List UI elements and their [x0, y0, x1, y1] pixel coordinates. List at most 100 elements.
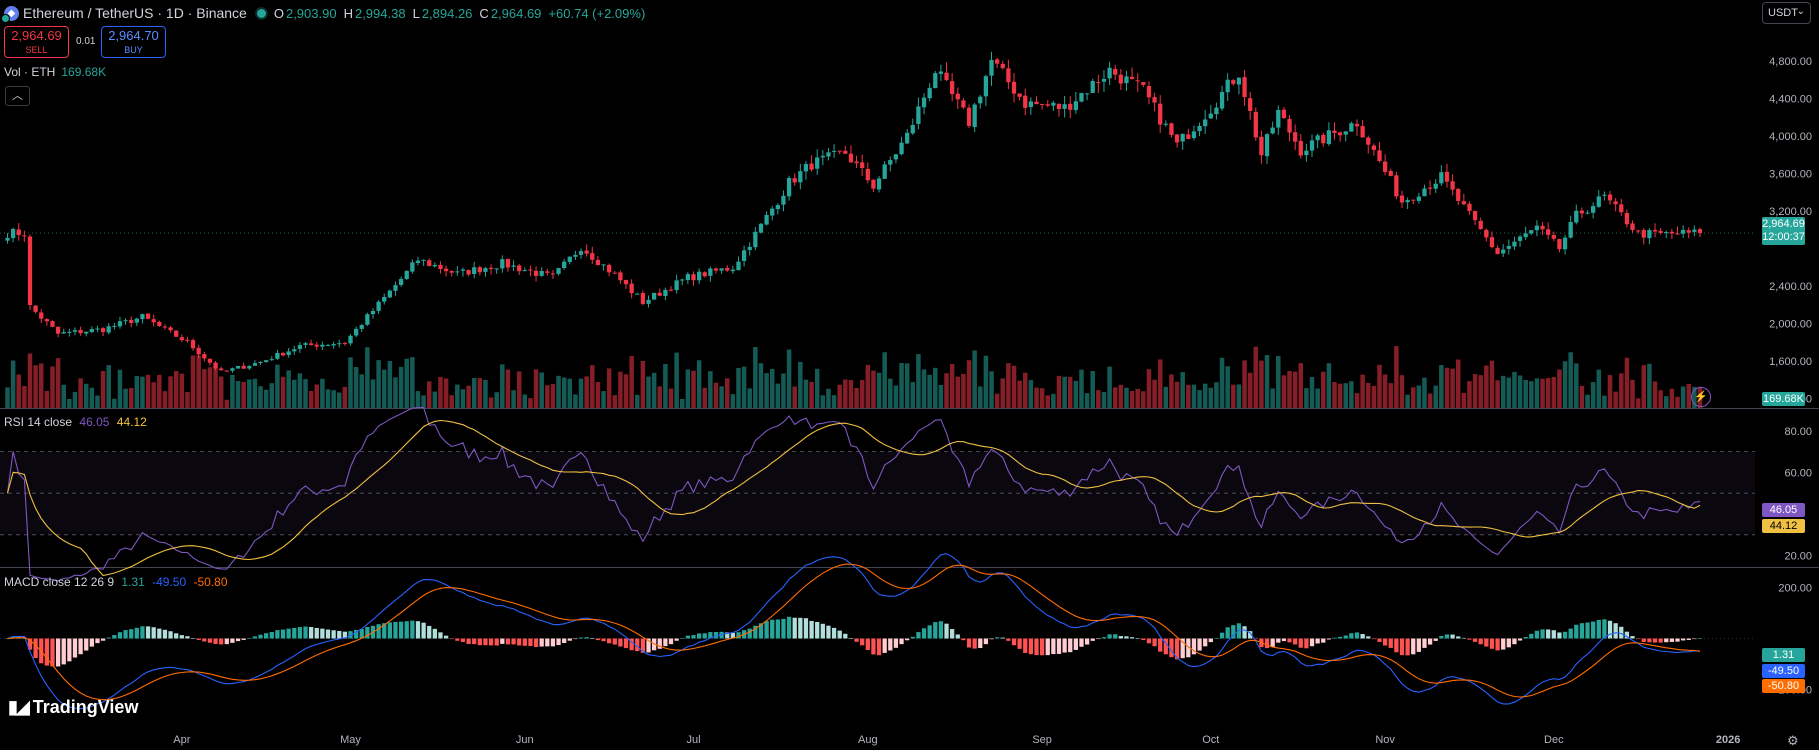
sell-button[interactable]: 2,964.69 SELL	[4, 26, 69, 58]
candle-body	[781, 195, 786, 205]
macd-histogram-bar	[449, 638, 454, 640]
collapse-legend-button[interactable]: ︿	[5, 86, 30, 106]
volume-bar	[95, 395, 100, 408]
volume-bar	[1276, 355, 1281, 408]
volume-bar	[353, 367, 359, 408]
volume-bar	[814, 368, 820, 408]
volume-bar	[297, 373, 303, 408]
volume-bar	[1602, 395, 1607, 408]
candle-body	[854, 161, 859, 164]
volume-bar	[1309, 376, 1315, 408]
macd-histogram-bar	[202, 638, 207, 642]
candle-body	[1574, 210, 1579, 223]
volume-bar	[719, 386, 724, 408]
macd-histogram-bar	[1489, 638, 1495, 649]
macd-histogram-bar	[1551, 630, 1556, 639]
volume-bar	[207, 367, 213, 408]
candle-body	[331, 344, 336, 346]
volume-bar	[888, 378, 893, 408]
volume-bar	[1439, 365, 1444, 408]
macd-histogram-bar	[1169, 638, 1174, 658]
candle-body	[455, 271, 460, 273]
symbol-title[interactable]: Ethereum / TetherUS · 1D · Binance	[23, 5, 247, 21]
macd-histogram-bar	[55, 638, 61, 667]
macd-histogram-bar	[488, 638, 494, 646]
volume-bar	[640, 360, 646, 408]
ohlc-high-key: H	[343, 5, 353, 21]
volume-bar	[736, 367, 741, 408]
candle-body	[337, 343, 342, 345]
macd-histogram-bar	[393, 621, 398, 639]
candle-body	[623, 279, 629, 285]
candle-body	[1056, 103, 1062, 110]
candle-body	[1326, 130, 1332, 145]
candle-body	[382, 296, 387, 302]
candle-body	[725, 267, 730, 271]
volume-bar	[1394, 346, 1399, 408]
volume-bar	[1534, 378, 1540, 408]
macd-histogram-bar	[134, 627, 139, 639]
macd-histogram-bar	[483, 638, 488, 646]
volume-bar	[359, 374, 364, 408]
macd-histogram-bar	[190, 638, 196, 639]
candle-body	[837, 150, 842, 152]
volume-bar	[500, 364, 505, 408]
volume-bar	[61, 384, 66, 408]
bar-countdown: 12:00:37	[1762, 231, 1805, 243]
buy-button[interactable]: 2,964.70 BUY	[101, 26, 166, 58]
volume-bar	[1551, 377, 1557, 408]
tradingview-logo[interactable]: ▮◢ TradingView	[8, 697, 138, 718]
macd-histogram-bar	[550, 638, 556, 647]
volume-bar	[1039, 388, 1045, 408]
volume-bar	[348, 357, 353, 408]
candle-body	[1000, 63, 1005, 69]
macd-histogram-bar	[219, 638, 224, 645]
volume-bar	[1259, 360, 1264, 408]
candle-body	[1045, 104, 1050, 106]
macd-histogram-bar	[61, 638, 66, 665]
candle-body	[297, 345, 303, 349]
volume-legend[interactable]: Vol · ETH 169.68K	[4, 65, 106, 79]
macd-histogram-bar	[944, 623, 949, 639]
volume-bar	[567, 378, 573, 408]
macd-histogram-bar	[1675, 638, 1680, 642]
currency-select[interactable]: USDT ⌄	[1762, 2, 1811, 24]
volume-bar	[561, 377, 567, 408]
candle-body	[353, 328, 359, 336]
volume-bar	[1112, 387, 1118, 408]
macd-histogram-bar	[691, 635, 696, 639]
buy-price: 2,964.70	[108, 28, 159, 43]
volume-bar	[713, 382, 719, 408]
candle-body	[1546, 229, 1551, 235]
macd-histogram-bar	[1326, 638, 1332, 640]
macd-histogram-bar	[342, 631, 348, 639]
macd-histogram-bar	[1540, 629, 1545, 639]
macd-histogram-bar	[1366, 636, 1371, 639]
candle-body	[1388, 170, 1393, 176]
volume-bar	[387, 361, 393, 408]
macd-histogram-bar	[562, 638, 567, 643]
volume-bar	[916, 354, 921, 408]
volume-bar	[775, 383, 781, 408]
volume-bar	[708, 371, 713, 408]
volume-bar	[320, 378, 325, 408]
volume-bar	[978, 386, 983, 408]
candle-body	[309, 343, 314, 346]
volume-bar	[545, 385, 550, 408]
macd-histogram-bar	[1439, 636, 1444, 639]
rsi-legend[interactable]: RSI 14 close 46.05 44.12	[4, 415, 147, 429]
candle-body	[207, 358, 213, 363]
candle-body	[488, 267, 494, 270]
volume-bar	[1652, 381, 1658, 408]
lightning-icon[interactable]: ⚡	[1691, 387, 1711, 407]
volume-bar	[72, 391, 78, 408]
gear-icon[interactable]: ⚙	[1787, 733, 1799, 748]
volume-bar	[128, 387, 134, 408]
macd-histogram-bar	[1253, 638, 1258, 640]
macd-histogram-bar	[815, 621, 820, 639]
macd-legend[interactable]: MACD close 12 26 9 1.31 -49.50 -50.80	[4, 575, 228, 589]
candle-body	[1534, 225, 1540, 231]
volume-bar	[1523, 379, 1528, 408]
macd-histogram-bar	[5, 638, 10, 640]
